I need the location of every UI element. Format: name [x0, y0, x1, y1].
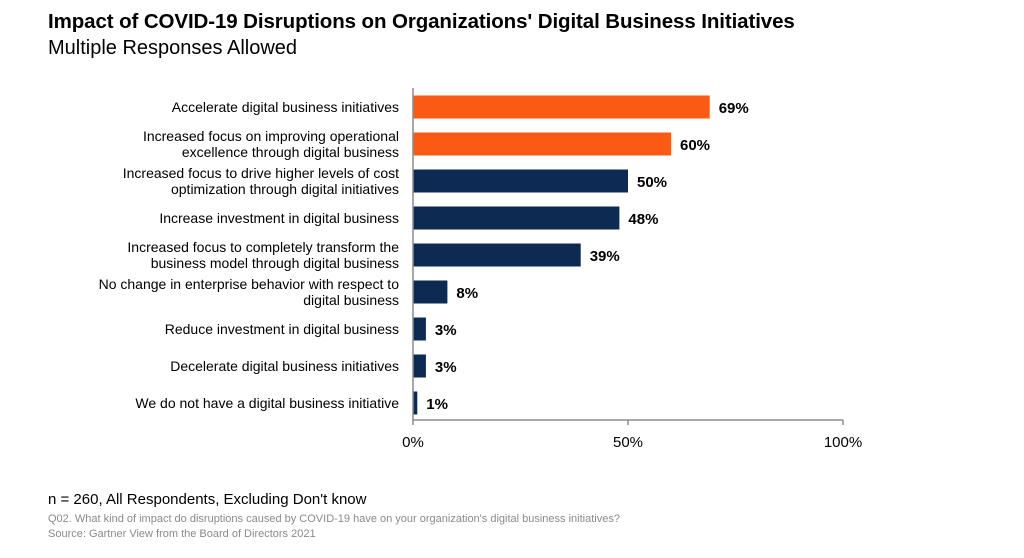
category-label: Reduce investment in digital business: [165, 321, 399, 337]
data-label: 3%: [435, 322, 457, 339]
category-label: excellence through digital business: [182, 144, 399, 160]
bar: [413, 95, 710, 119]
bar: [413, 132, 671, 156]
x-tick-label: 50%: [613, 434, 643, 451]
category-label: optimization through digital initiatives: [171, 181, 399, 197]
survey-question: Q02. What kind of impact do disruptions …: [48, 513, 620, 525]
bar-chart: 69% Accelerate digital business initiativ…: [99, 88, 862, 451]
data-label: 48%: [628, 211, 658, 228]
category-label: Accelerate digital business initiatives: [172, 99, 399, 115]
bar: [413, 354, 426, 378]
sample-note: n = 260, All Respondents, Excluding Don'…: [48, 491, 367, 508]
category-label: Increased focus to completely transform …: [127, 239, 399, 255]
data-label: 39%: [590, 248, 620, 265]
data-label: 3%: [435, 359, 457, 376]
bar: [413, 280, 448, 304]
bar: [413, 391, 418, 415]
data-label: 60%: [680, 137, 710, 154]
x-tick-label: 0%: [402, 434, 424, 451]
source-note: Source: Gartner View from the Board of D…: [48, 528, 316, 540]
category-label: digital business: [303, 292, 399, 308]
x-tick-label: 100%: [824, 434, 862, 451]
chart-subtitle: Multiple Responses Allowed: [48, 37, 298, 59]
category-label: Increased focus on improving operational: [143, 128, 399, 144]
category-label: Decelerate digital business initiatives: [170, 358, 399, 374]
data-label: 1%: [426, 396, 448, 413]
bar: [413, 243, 581, 267]
category-label: We do not have a digital business initia…: [135, 395, 399, 411]
chart-title: Impact of COVID-19 Disruptions on Organi…: [48, 10, 795, 33]
category-label: Increase investment in digital business: [159, 210, 399, 226]
data-label: 50%: [637, 174, 667, 191]
bar: [413, 206, 620, 230]
data-label: 8%: [456, 285, 478, 302]
category-label: No change in enterprise behavior with re…: [99, 276, 400, 292]
category-label: business model through digital business: [151, 255, 399, 271]
category-label: Increased focus to drive higher levels o…: [123, 165, 399, 181]
bar: [413, 169, 628, 193]
bar: [413, 317, 426, 341]
data-label: 69%: [719, 100, 749, 117]
